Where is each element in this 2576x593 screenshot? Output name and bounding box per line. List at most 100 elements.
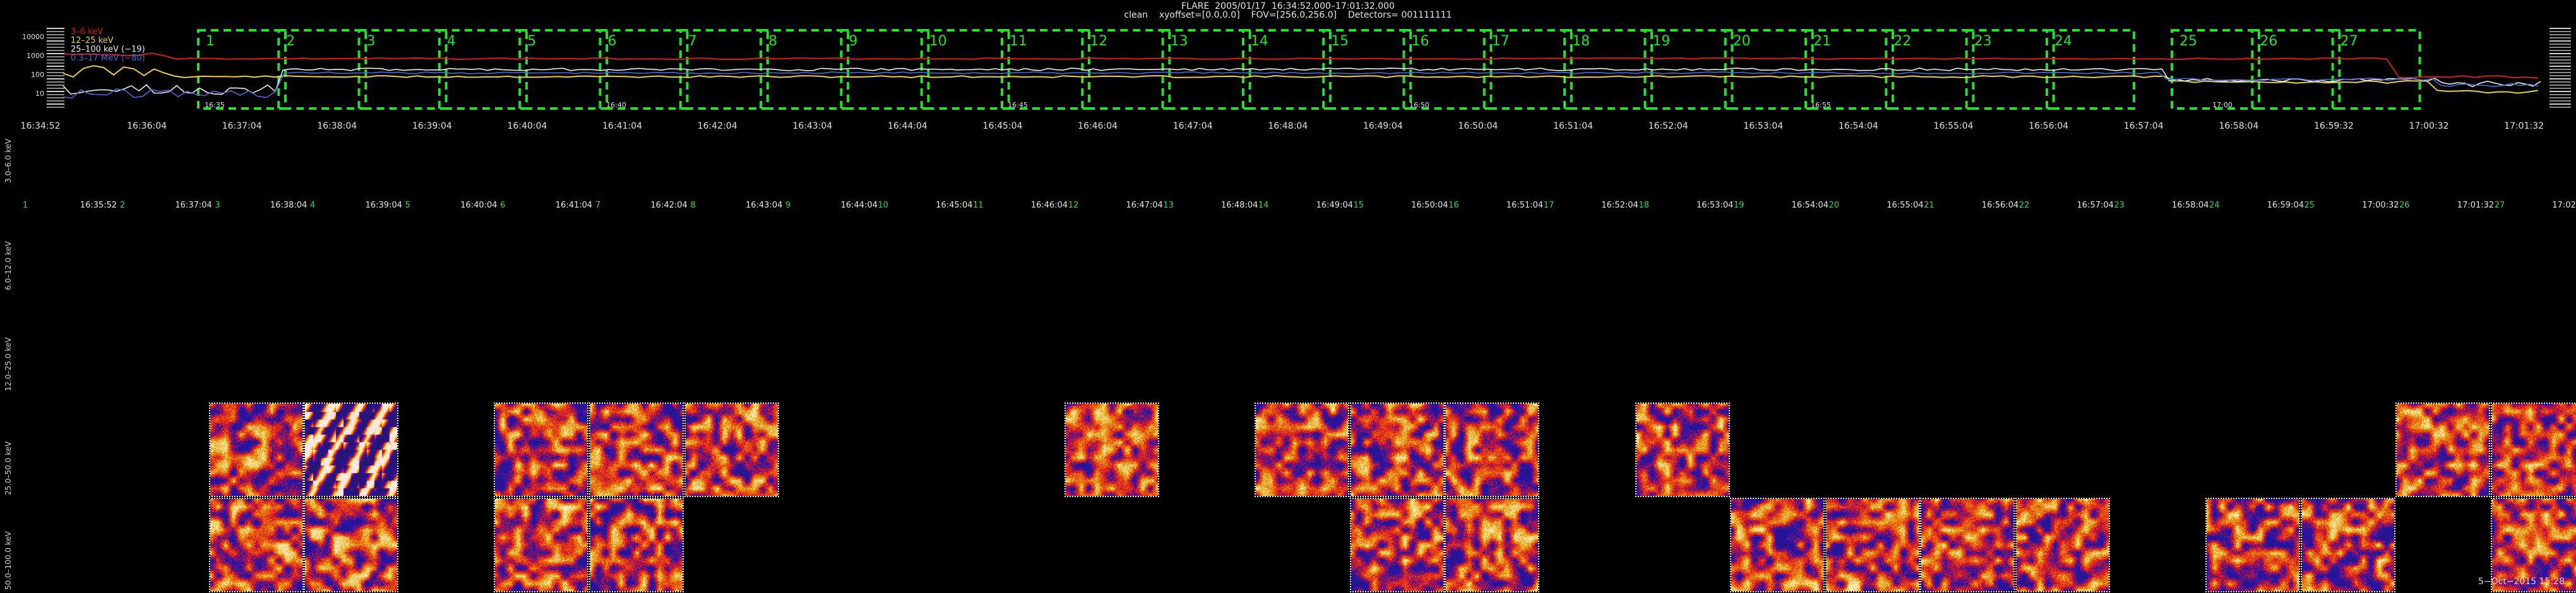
- row-25-50-image-tile[interactable]: [2491, 402, 2576, 497]
- lightcurve-inner-tick: 16:55: [1811, 101, 1831, 109]
- row-50-100-image-tile[interactable]: [2491, 498, 2576, 592]
- row-50-100-image-tile[interactable]: [1349, 498, 1445, 592]
- right-axis-stripe: [2549, 50, 2571, 51]
- clean-image: [685, 404, 778, 496]
- interval-time: 16:40:04: [460, 201, 498, 210]
- interval-index: 11: [973, 201, 984, 210]
- row-25-50-image-tile[interactable]: [304, 402, 399, 497]
- row-50-100-image-tile[interactable]: [494, 498, 589, 592]
- interval-index: 7: [595, 201, 601, 210]
- interval-box-number: 16: [1412, 33, 1429, 49]
- interval-box-number: 21: [1813, 33, 1831, 49]
- interval-time: 17:00:32: [2362, 201, 2399, 210]
- y-axis-stripe: [47, 81, 64, 83]
- row-25-50-image-tile[interactable]: [208, 402, 304, 497]
- interval-time: 16:43:04: [745, 201, 783, 210]
- legend-item: 0.3–17 MeV (−80): [71, 54, 145, 63]
- lightcurve-right-axis: [2549, 28, 2571, 108]
- y-axis-stripe: [47, 103, 64, 105]
- interval-box-number: 13: [1171, 33, 1188, 49]
- row-50-100-image-tile[interactable]: [2300, 498, 2395, 592]
- lightcurve-panel[interactable]: 1 2 3 4 5 6 7 8 9 10 11 12 13 14 15 16 17 18 19 20 21 22 23 24 2…: [63, 28, 2544, 110]
- interval-time: 17:02:32: [2552, 201, 2576, 210]
- time-axis-tick: 16:48:04: [1268, 121, 1308, 131]
- row-25-50-image-tile[interactable]: [494, 402, 589, 497]
- clean-image: [590, 499, 683, 591]
- time-axis-tick: 16:53:04: [1743, 121, 1784, 131]
- y-axis-stripe: [47, 56, 64, 57]
- right-axis-stripe: [2549, 72, 2571, 73]
- row-25-50-image-tile[interactable]: [684, 402, 779, 497]
- right-axis-stripe: [2549, 31, 2571, 32]
- interval-box-number: 23: [1974, 33, 1992, 49]
- interval-index: 10: [878, 201, 889, 210]
- interval-time: 16:44:04: [840, 201, 878, 210]
- row-25-50-image-tile[interactable]: [589, 402, 684, 497]
- interval-box-number: 20: [1733, 33, 1751, 49]
- row-50-100-image-tile[interactable]: [589, 498, 684, 592]
- clean-image: [305, 499, 398, 591]
- y-axis-stripe: [47, 78, 64, 79]
- row-25-50-image-tile[interactable]: [1255, 402, 1350, 497]
- y-axis-stripe: [47, 69, 64, 70]
- interval-box: [2171, 29, 2260, 110]
- row-50-100-image-tile[interactable]: [2205, 498, 2301, 592]
- interval-box-number: 25: [2179, 33, 2197, 49]
- interval-index: 15: [1353, 201, 1364, 210]
- clean-image: [2492, 404, 2576, 496]
- lightcurve-plot: 1 2 3 4 5 6 7 8 9 10 11 12 13 14 15 16 17 18 19 20 21 22 23 24 2…: [63, 29, 2541, 110]
- interval-box-number: 15: [1331, 33, 1349, 49]
- time-axis-tick: 17:01:32: [2504, 121, 2544, 131]
- y-axis-stripe: [47, 66, 64, 67]
- clean-image: [305, 404, 398, 496]
- row-25-50-image-tile[interactable]: [1445, 402, 1540, 497]
- row-25-50-image-tile[interactable]: [1349, 402, 1445, 497]
- clean-image: [2397, 404, 2490, 496]
- interval-time: 16:45:04: [936, 201, 973, 210]
- interval-index: 23: [2114, 201, 2125, 210]
- time-axis-tick: 16:51:04: [1553, 121, 1594, 131]
- right-axis-stripe: [2549, 103, 2571, 105]
- energy-row-label: 6.0–12.0 keV: [4, 241, 13, 290]
- row-50-100-image-tile[interactable]: [1730, 498, 1825, 592]
- right-axis-stripe: [2549, 85, 2571, 86]
- row-50-100-image-tile[interactable]: [1825, 498, 1920, 592]
- interval-index: 6: [500, 201, 506, 210]
- y-axis-stripe: [47, 53, 64, 54]
- plot-title: FLARE 2005/01/17 16:34:52.000–17:01:32.0…: [1181, 1, 1395, 11]
- interval-box: [357, 29, 448, 110]
- time-axis-tick: 16:58:04: [2219, 121, 2259, 131]
- interval-box-number: 17: [1492, 33, 1510, 49]
- interval-box-number: 18: [1572, 33, 1590, 49]
- interval-index: 13: [1163, 201, 1174, 210]
- legend-item: 25–100 keV (−19): [71, 45, 145, 54]
- row-50-100-image-tile[interactable]: [2015, 498, 2110, 592]
- interval-time: 16:52:04: [1601, 201, 1638, 210]
- lightcurve-y-axis: [47, 28, 64, 108]
- time-axis-tick: 16:43:04: [792, 121, 833, 131]
- interval-box-number: 9: [849, 33, 857, 49]
- y-axis-stripe: [47, 44, 64, 45]
- interval-box: [2251, 29, 2341, 110]
- clean-image: [495, 404, 588, 496]
- row-50-100-image-tile[interactable]: [1920, 498, 2015, 592]
- interval-box-number: 7: [688, 33, 697, 49]
- clean-image: [1921, 499, 2014, 591]
- clean-image: [1351, 499, 1443, 591]
- row-25-50-image-tile[interactable]: [1064, 402, 1159, 497]
- interval-index: 12: [1068, 201, 1079, 210]
- interval-index: 17: [1543, 201, 1554, 210]
- row-50-100-image-tile[interactable]: [1445, 498, 1540, 592]
- interval-index: 9: [785, 201, 791, 210]
- energy-row-label: 12.0–25.0 keV: [4, 337, 13, 391]
- y-axis-stripe: [47, 85, 64, 86]
- row-25-50-image-tile[interactable]: [2395, 402, 2491, 497]
- time-axis-tick: 16:37:04: [222, 121, 262, 131]
- row-50-100-image-tile[interactable]: [304, 498, 399, 592]
- clean-image: [495, 499, 588, 591]
- row-50-100-image-tile[interactable]: [208, 498, 304, 592]
- interval-box: [2331, 29, 2421, 110]
- interval-index: 20: [1828, 201, 1840, 210]
- row-25-50-image-tile[interactable]: [1635, 402, 1730, 497]
- interval-index: 19: [1733, 201, 1744, 210]
